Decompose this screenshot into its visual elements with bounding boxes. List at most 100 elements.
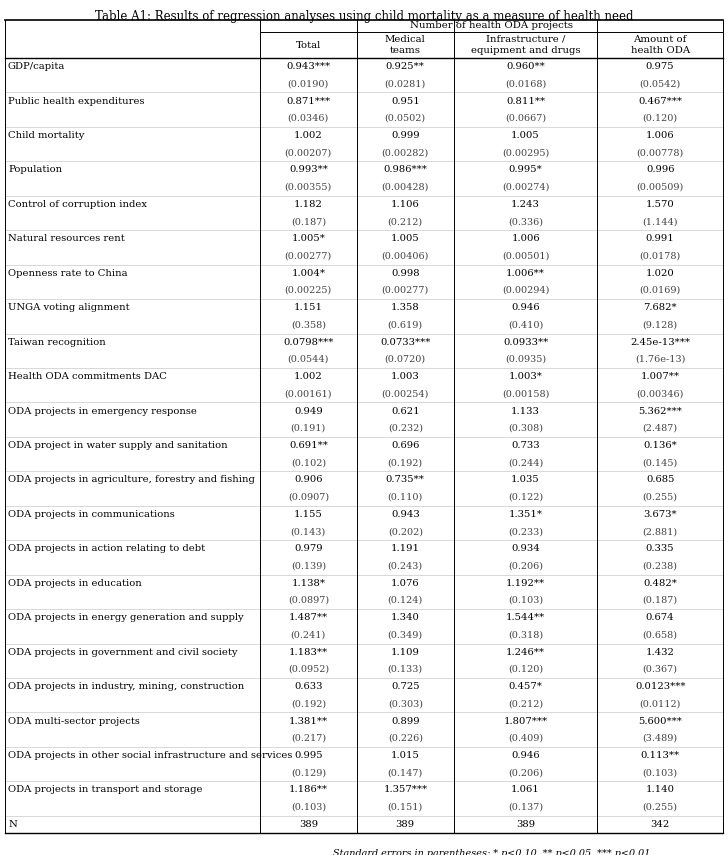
Text: 1.340: 1.340 <box>391 613 420 622</box>
Text: (0.00295): (0.00295) <box>502 148 549 157</box>
Text: 0.986***: 0.986*** <box>384 166 427 174</box>
Text: (1.76e-13): (1.76e-13) <box>635 355 685 364</box>
Text: (0.244): (0.244) <box>508 458 543 467</box>
Text: 1.183**: 1.183** <box>289 648 328 657</box>
Text: Total: Total <box>296 40 321 50</box>
Text: Public health expenditures: Public health expenditures <box>8 97 144 105</box>
Text: 0.335: 0.335 <box>646 545 674 553</box>
Text: Table A1: Results of regression analyses using child mortality as a measure of h: Table A1: Results of regression analyses… <box>95 10 633 23</box>
Text: 7.682*: 7.682* <box>644 304 677 312</box>
Text: (0.0897): (0.0897) <box>288 596 329 605</box>
Text: 389: 389 <box>516 820 535 828</box>
Text: (0.0952): (0.0952) <box>288 665 329 674</box>
Text: 5.362***: 5.362*** <box>638 407 682 416</box>
Text: (0.206): (0.206) <box>508 562 543 570</box>
Text: Health ODA commitments DAC: Health ODA commitments DAC <box>8 372 167 381</box>
Text: 0.457*: 0.457* <box>509 682 542 691</box>
Text: 0.925**: 0.925** <box>386 62 424 71</box>
Text: 0.906: 0.906 <box>294 475 323 485</box>
Text: (0.226): (0.226) <box>388 734 423 743</box>
Text: (0.0907): (0.0907) <box>288 492 329 502</box>
Text: GDP/capita: GDP/capita <box>8 62 66 71</box>
Text: ODA projects in action relating to debt: ODA projects in action relating to debt <box>8 545 205 553</box>
Text: (0.232): (0.232) <box>388 424 423 433</box>
Text: 0.0123***: 0.0123*** <box>635 682 686 691</box>
Text: (0.658): (0.658) <box>643 630 678 640</box>
Text: 0.696: 0.696 <box>391 441 419 450</box>
Text: ODA projects in agriculture, forestry and fishing: ODA projects in agriculture, forestry an… <box>8 475 255 485</box>
Text: (0.409): (0.409) <box>508 734 543 743</box>
Text: (0.122): (0.122) <box>508 492 543 502</box>
Text: 0.621: 0.621 <box>391 407 419 416</box>
Text: (0.133): (0.133) <box>388 665 423 674</box>
Text: 0.998: 0.998 <box>391 268 419 278</box>
Text: (1.144): (1.144) <box>642 217 678 226</box>
Text: 0.943: 0.943 <box>391 510 419 519</box>
Text: ODA project in water supply and sanitation: ODA project in water supply and sanitati… <box>8 441 228 450</box>
Text: 0.995: 0.995 <box>294 751 323 760</box>
Text: (3.489): (3.489) <box>643 734 678 743</box>
Text: (0.308): (0.308) <box>508 424 543 433</box>
Text: (0.187): (0.187) <box>643 596 678 605</box>
Text: Standard errors in parentheses; * p<0.10, ** p<0.05, *** p<0.01: Standard errors in parentheses; * p<0.10… <box>333 849 650 855</box>
Text: (0.367): (0.367) <box>643 665 678 674</box>
Text: 389: 389 <box>396 820 415 828</box>
Text: 0.113**: 0.113** <box>641 751 680 760</box>
Text: 1.357***: 1.357*** <box>383 786 427 794</box>
Text: (0.00158): (0.00158) <box>502 389 549 398</box>
Text: (0.103): (0.103) <box>290 803 326 811</box>
Text: 1.006**: 1.006** <box>506 268 545 278</box>
Text: 1.020: 1.020 <box>646 268 675 278</box>
Text: 1.246**: 1.246** <box>506 648 545 657</box>
Text: 1.243: 1.243 <box>511 200 540 209</box>
Text: (0.143): (0.143) <box>290 528 326 536</box>
Text: 1.002: 1.002 <box>294 131 323 140</box>
Text: (2.487): (2.487) <box>643 424 678 433</box>
Text: ODA projects in industry, mining, construction: ODA projects in industry, mining, constr… <box>8 682 245 691</box>
Text: Amount of
health ODA: Amount of health ODA <box>630 35 690 55</box>
Text: Child mortality: Child mortality <box>8 131 84 140</box>
Text: (0.0720): (0.0720) <box>384 355 426 364</box>
Text: 1.140: 1.140 <box>646 786 675 794</box>
Text: (0.303): (0.303) <box>388 699 423 708</box>
Text: 0.735**: 0.735** <box>386 475 424 485</box>
Text: (0.00277): (0.00277) <box>285 251 332 261</box>
Text: 0.674: 0.674 <box>646 613 674 622</box>
Text: 342: 342 <box>651 820 670 828</box>
Text: 0.0798***: 0.0798*** <box>283 338 333 346</box>
Text: Infrastructure /
equipment and drugs: Infrastructure / equipment and drugs <box>471 35 580 55</box>
Text: 1.005: 1.005 <box>391 234 419 244</box>
Text: (0.00277): (0.00277) <box>381 286 429 295</box>
Text: 1.381**: 1.381** <box>289 716 328 726</box>
Text: 0.996: 0.996 <box>646 166 674 174</box>
Text: 1.109: 1.109 <box>391 648 420 657</box>
Text: Population: Population <box>8 166 62 174</box>
Text: (0.255): (0.255) <box>643 492 678 502</box>
Text: (0.0112): (0.0112) <box>639 699 681 708</box>
Text: 1.138*: 1.138* <box>291 579 325 587</box>
Text: (0.00254): (0.00254) <box>381 389 429 398</box>
Text: N: N <box>8 820 17 828</box>
Text: 0.691**: 0.691** <box>289 441 328 450</box>
Text: 1.807***: 1.807*** <box>504 716 547 726</box>
Text: (0.120): (0.120) <box>508 665 543 674</box>
Text: (0.0667): (0.0667) <box>505 114 546 123</box>
Text: 1.192**: 1.192** <box>506 579 545 587</box>
Text: 0.975: 0.975 <box>646 62 674 71</box>
Text: Control of corruption index: Control of corruption index <box>8 200 147 209</box>
Text: (0.0544): (0.0544) <box>288 355 329 364</box>
Text: (0.00346): (0.00346) <box>636 389 684 398</box>
Text: (0.233): (0.233) <box>508 528 543 536</box>
Text: (0.00406): (0.00406) <box>381 251 429 261</box>
Text: (0.129): (0.129) <box>290 769 326 777</box>
Text: 1.004*: 1.004* <box>291 268 325 278</box>
Text: (0.217): (0.217) <box>290 734 326 743</box>
Text: 0.811**: 0.811** <box>506 97 545 105</box>
Text: Taiwan recognition: Taiwan recognition <box>8 338 106 346</box>
Text: 1.076: 1.076 <box>391 579 419 587</box>
Text: (0.103): (0.103) <box>508 596 543 605</box>
Text: (0.0281): (0.0281) <box>384 80 426 88</box>
Text: (0.192): (0.192) <box>388 458 423 467</box>
Text: (0.00778): (0.00778) <box>636 148 684 157</box>
Text: (0.358): (0.358) <box>291 321 326 329</box>
